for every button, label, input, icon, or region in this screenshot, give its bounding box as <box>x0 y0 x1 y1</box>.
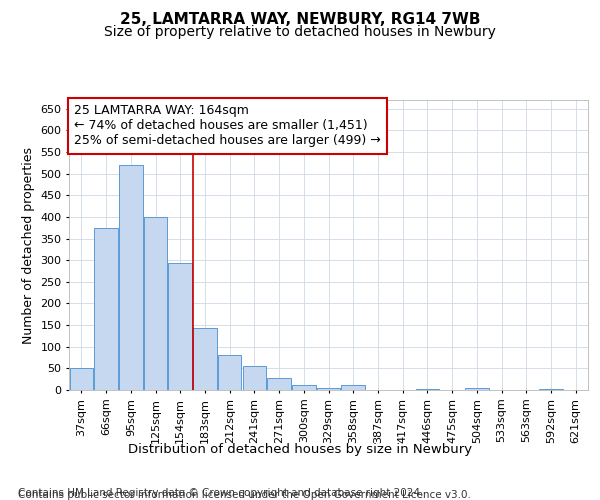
Bar <box>169 263 192 390</box>
Y-axis label: Number of detached properties: Number of detached properties <box>22 146 35 344</box>
Text: Distribution of detached houses by size in Newbury: Distribution of detached houses by size … <box>128 442 472 456</box>
Bar <box>94 228 118 390</box>
Bar <box>242 366 266 390</box>
Bar <box>119 165 143 390</box>
Bar <box>341 385 365 390</box>
Text: Contains HM Land Registry data © Crown copyright and database right 2024.: Contains HM Land Registry data © Crown c… <box>18 488 424 498</box>
Bar <box>268 378 291 390</box>
Bar <box>317 388 340 390</box>
Bar <box>144 217 167 390</box>
Bar <box>416 388 439 390</box>
Bar <box>539 388 563 390</box>
Bar <box>70 368 93 390</box>
Bar <box>193 328 217 390</box>
Bar <box>292 385 316 390</box>
Text: Size of property relative to detached houses in Newbury: Size of property relative to detached ho… <box>104 25 496 39</box>
Text: 25 LAMTARRA WAY: 164sqm
← 74% of detached houses are smaller (1,451)
25% of semi: 25 LAMTARRA WAY: 164sqm ← 74% of detache… <box>74 104 381 148</box>
Bar <box>218 356 241 390</box>
Bar <box>465 388 488 390</box>
Text: 25, LAMTARRA WAY, NEWBURY, RG14 7WB: 25, LAMTARRA WAY, NEWBURY, RG14 7WB <box>120 12 480 28</box>
Text: Contains public sector information licensed under the Open Government Licence v3: Contains public sector information licen… <box>18 490 471 500</box>
